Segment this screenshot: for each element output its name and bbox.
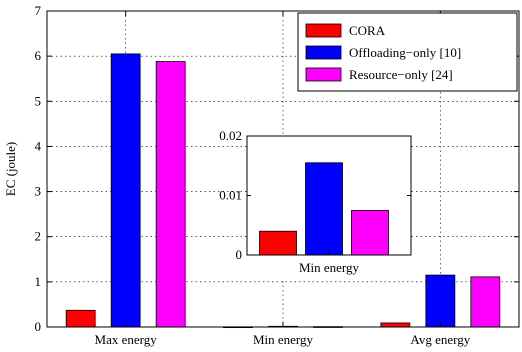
bar-3-1 — [155, 61, 186, 328]
y-tick-label: 3 — [35, 184, 42, 199]
y-axis-label: EC (joule) — [3, 142, 18, 197]
x-tick-label: Avg energy — [410, 332, 470, 347]
y-tick-label: 7 — [35, 3, 42, 18]
inset-y-tick-label: 0.02 — [219, 128, 242, 143]
inset-y-tick-label: 0.01 — [219, 188, 242, 203]
y-tick-label: 0 — [35, 319, 42, 334]
main-axis-ticks: 0 1 2 3 4 5 6 7 Max energy Min energy Avg energy — [35, 3, 519, 347]
bar-1-3 — [380, 322, 411, 328]
legend-swatch — [305, 45, 342, 60]
bar-3-3 — [470, 276, 501, 328]
x-tick-label: Max energy — [95, 332, 158, 347]
inset-chart: 0 0.01 0.02 Min energy — [219, 128, 412, 279]
legend-label: Offloading−only [10] — [349, 45, 461, 60]
legend-label: CORA — [349, 23, 386, 38]
main-bars — [65, 53, 501, 329]
legend-swatch — [305, 23, 342, 38]
legend-swatch — [305, 67, 342, 82]
legend: CORA Offloading−only [10] Resource−only [2… — [297, 12, 518, 92]
y-tick-label: 1 — [35, 274, 42, 289]
y-tick-label: 5 — [35, 93, 42, 108]
inset-bar-2 — [305, 162, 343, 256]
x-tick-label: Min energy — [253, 332, 314, 347]
y-tick-label: 4 — [35, 138, 42, 153]
y-tick-label: 6 — [35, 48, 42, 63]
inset-bar-1 — [259, 230, 297, 256]
inset-x-label: Min energy — [299, 260, 360, 275]
y-tick-label: 2 — [35, 229, 42, 244]
bar-2-1 — [110, 53, 141, 328]
legend-label: Resource−only [24] — [349, 67, 453, 82]
bar-1-1 — [65, 309, 96, 328]
inset-y-tick-label: 0 — [236, 247, 243, 262]
inset-bar-3 — [351, 209, 389, 256]
bar-2-3 — [425, 274, 456, 328]
